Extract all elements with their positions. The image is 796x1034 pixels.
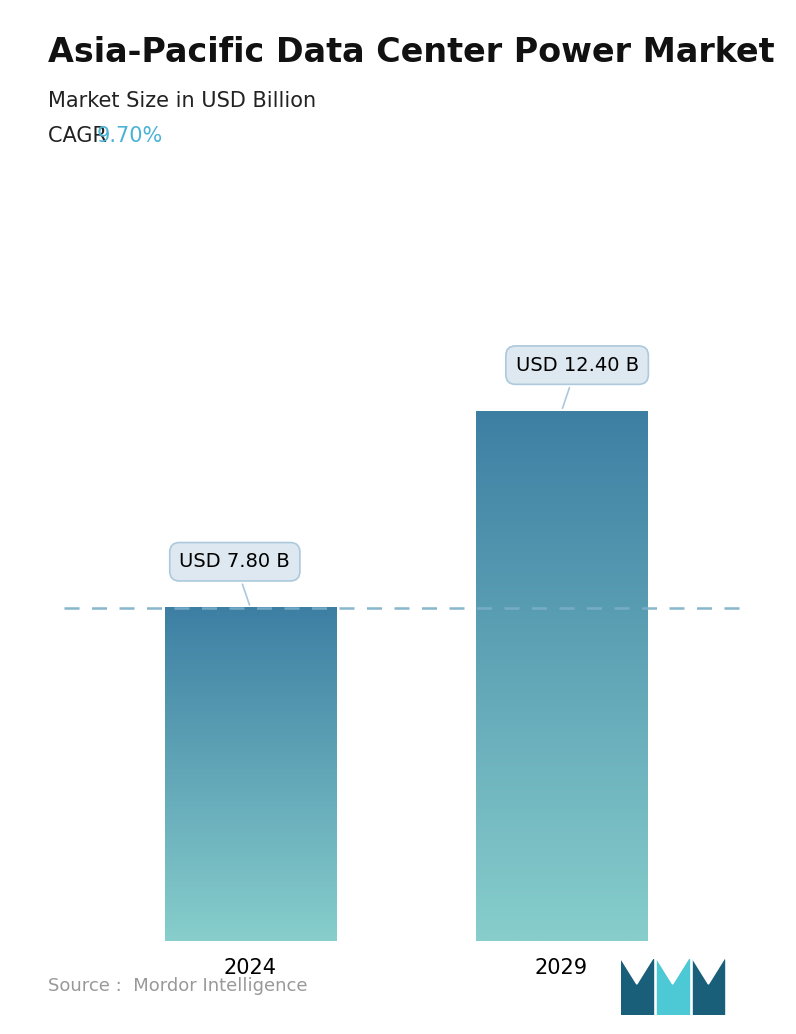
Polygon shape xyxy=(693,959,724,984)
Polygon shape xyxy=(657,959,689,1015)
Polygon shape xyxy=(657,959,689,984)
Text: Asia-Pacific Data Center Power Market: Asia-Pacific Data Center Power Market xyxy=(48,36,775,69)
Text: 9.70%: 9.70% xyxy=(97,126,163,146)
Text: Market Size in USD Billion: Market Size in USD Billion xyxy=(48,91,316,111)
Text: Source :  Mordor Intelligence: Source : Mordor Intelligence xyxy=(48,977,307,995)
Polygon shape xyxy=(621,959,653,984)
Polygon shape xyxy=(621,959,653,1015)
Text: CAGR: CAGR xyxy=(48,126,113,146)
Text: USD 12.40 B: USD 12.40 B xyxy=(516,356,638,408)
Polygon shape xyxy=(693,959,724,1015)
Text: USD 7.80 B: USD 7.80 B xyxy=(179,552,291,605)
